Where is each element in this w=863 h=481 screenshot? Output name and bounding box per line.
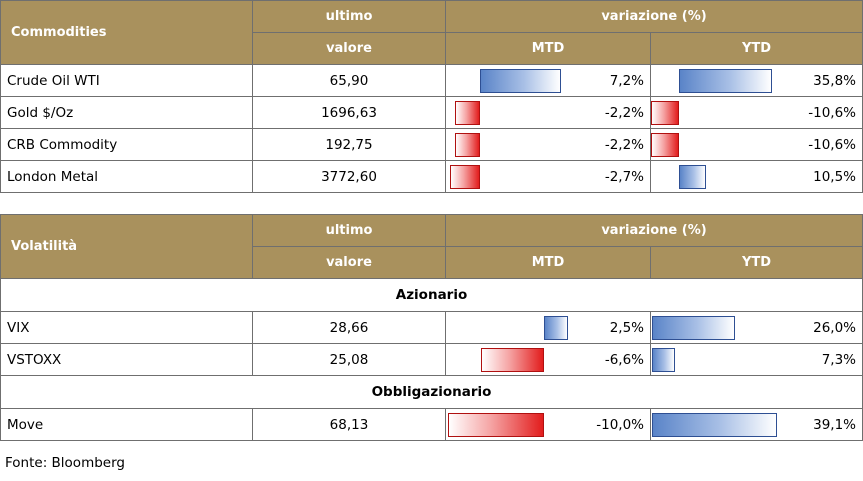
- ytd-cell: -10,6%: [649, 96, 863, 129]
- table-row: CRB Commodity 192,75 -2,2% -10,6%: [0, 128, 863, 161]
- ytd-cell: 7,3%: [649, 343, 863, 376]
- table-row: VIX 28,66 2,5% 26,0%: [0, 311, 863, 344]
- mtd-cell: 2,5%: [445, 311, 651, 344]
- ytd-percent: 39,1%: [813, 417, 857, 433]
- row-value: 28,66: [252, 311, 446, 344]
- mtd-bar: [450, 165, 480, 189]
- ytd-percent: 26,0%: [813, 320, 857, 336]
- mtd-bar: [455, 133, 480, 157]
- ytd-percent: -10,6%: [808, 137, 857, 153]
- table-row: Gold $/Oz 1696,63 -2,2% -10,6%: [0, 96, 863, 129]
- mtd-percent: 7,2%: [609, 73, 644, 89]
- volatility-title: Volatilità: [0, 214, 253, 279]
- row-name: CRB Commodity: [0, 128, 253, 161]
- ytd-percent: 35,8%: [813, 73, 857, 89]
- row-value: 68,13: [252, 408, 446, 441]
- mtd-percent: -6,6%: [604, 352, 644, 368]
- source-note: Fonte: Bloomberg: [5, 455, 125, 471]
- table-row: Crude Oil WTI 65,90 7,2% 35,8%: [0, 64, 863, 97]
- mtd-percent: -2,7%: [604, 169, 644, 185]
- col-ytd: YTD: [649, 32, 863, 65]
- col-valore: valore: [252, 246, 446, 279]
- col-mtd: MTD: [445, 246, 651, 279]
- table-row: VSTOXX 25,08 -6,6% 7,3%: [0, 343, 863, 376]
- row-name: VIX: [0, 311, 253, 344]
- volatility-table: Volatilità ultimo variazione (%) valore …: [0, 214, 863, 441]
- mtd-bar: [480, 69, 561, 93]
- ytd-cell: 10,5%: [649, 160, 863, 193]
- mtd-percent: -2,2%: [604, 137, 644, 153]
- mtd-cell: -2,2%: [445, 96, 651, 129]
- commodities-title: Commodities: [0, 0, 253, 65]
- mtd-cell: -2,7%: [445, 160, 651, 193]
- ytd-cell: 39,1%: [649, 408, 863, 441]
- row-name: London Metal: [0, 160, 253, 193]
- mtd-cell: -6,6%: [445, 343, 651, 376]
- col-variazione: variazione (%): [444, 0, 863, 33]
- ytd-bar: [651, 133, 679, 157]
- table-row: London Metal 3772,60 -2,7% 10,5%: [0, 160, 863, 193]
- row-value: 1696,63: [252, 96, 446, 129]
- mtd-percent: -10,0%: [596, 417, 644, 433]
- mtd-percent: 2,5%: [609, 320, 644, 336]
- ytd-bar: [679, 69, 772, 93]
- row-name: Crude Oil WTI: [0, 64, 253, 97]
- ytd-bar: [679, 165, 706, 189]
- col-ultimo: ultimo: [252, 214, 446, 247]
- col-ytd: YTD: [649, 246, 863, 279]
- col-valore: valore: [252, 32, 446, 65]
- mtd-bar: [448, 413, 544, 437]
- col-mtd: MTD: [445, 32, 651, 65]
- commodities-table: Commodities ultimo variazione (%) valore…: [0, 0, 863, 193]
- row-value: 25,08: [252, 343, 446, 376]
- mtd-bar: [481, 348, 544, 372]
- ytd-percent: 7,3%: [821, 352, 857, 368]
- mtd-cell: -2,2%: [445, 128, 651, 161]
- row-name: Gold $/Oz: [0, 96, 253, 129]
- ytd-percent: -10,6%: [808, 105, 857, 121]
- ytd-bar: [651, 101, 679, 125]
- ytd-cell: -10,6%: [649, 128, 863, 161]
- row-value: 65,90: [252, 64, 446, 97]
- mtd-cell: -10,0%: [445, 408, 651, 441]
- ytd-bar: [652, 348, 675, 372]
- table-row: Move 68,13 -10,0% 39,1%: [0, 408, 863, 441]
- row-name: VSTOXX: [0, 343, 253, 376]
- col-variazione: variazione (%): [444, 214, 863, 247]
- mtd-cell: 7,2%: [445, 64, 651, 97]
- row-name: Move: [0, 408, 253, 441]
- mtd-bar: [455, 101, 480, 125]
- row-value: 192,75: [252, 128, 446, 161]
- ytd-cell: 26,0%: [649, 311, 863, 344]
- ytd-percent: 10,5%: [813, 169, 857, 185]
- mtd-bar: [544, 316, 568, 340]
- section-obbligazionario: Obbligazionario: [0, 375, 863, 409]
- section-azionario: Azionario: [0, 278, 863, 312]
- ytd-bar: [652, 413, 777, 437]
- ytd-cell: 35,8%: [649, 64, 863, 97]
- col-ultimo: ultimo: [252, 0, 446, 33]
- ytd-bar: [652, 316, 735, 340]
- mtd-percent: -2,2%: [604, 105, 644, 121]
- row-value: 3772,60: [252, 160, 446, 193]
